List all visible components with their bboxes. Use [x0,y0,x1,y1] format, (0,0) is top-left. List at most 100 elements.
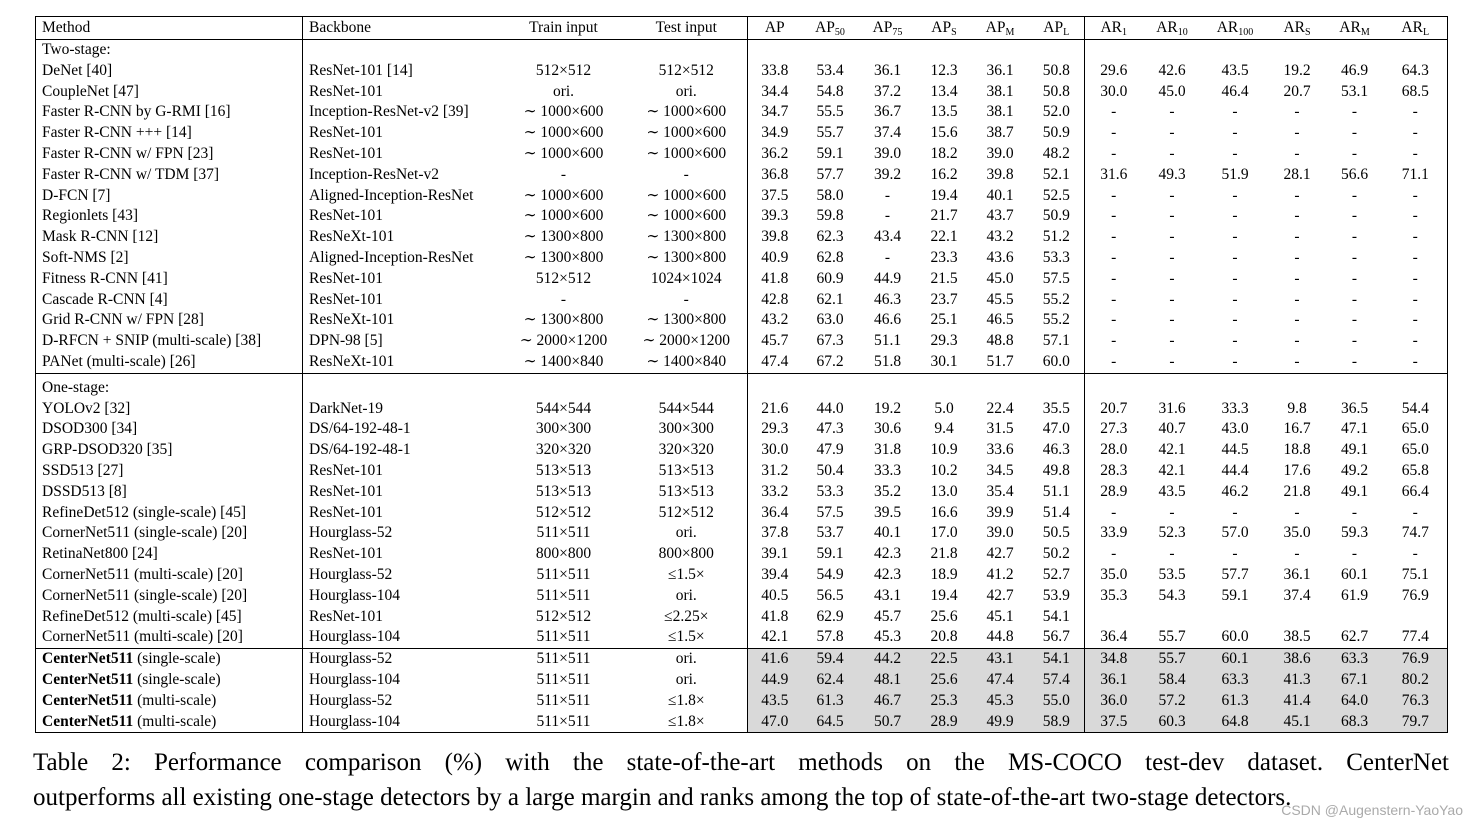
metric-cell: - [1232,332,1238,350]
metric-cell: 38.5 [1283,628,1311,646]
method-cell: CenterNet511 (multi-scale) [35,711,303,733]
metric-cell [1085,607,1143,628]
metric-cell: 31.6 [1158,399,1186,417]
metric-cell: 42.1 [1158,441,1186,459]
input-cell: 511×511 [536,670,591,688]
metric-cell: 39.8 [986,165,1014,183]
input-cell: - [625,164,748,186]
metric-cell: 51.7 [986,352,1014,370]
table-row: Mask R-CNN [12] ResNeXt-101 ∼ 1300×800 ∼ 13… [35,227,1448,248]
metric-cell: 67.3 [816,332,844,350]
metric-cell [1384,607,1448,628]
input-cell: ∼ 1400×840 [625,351,748,374]
metric-cell: 20.7 [1283,82,1311,100]
metric-cell: 38.1 [986,103,1014,121]
metric-cell: 20.8 [930,628,958,646]
input-cell: ∼ 1400×840 [523,352,604,370]
metric-cell: 38.6 [1268,648,1326,670]
metric-cell: 36.1 [873,61,902,79]
metric-cell: - [1169,503,1175,521]
metric-cell: 50.8 [1028,81,1085,103]
metric-cell: - [1412,186,1418,204]
backbone-cell: ResNeXt-101 [309,352,395,370]
metric-cell: 54.3 [1158,586,1186,604]
metric-cell [1269,607,1326,628]
metric-cell: 76.3 [1383,690,1448,712]
metric-cell: 18.9 [930,565,958,583]
metric-cell: 42.1 [1158,461,1186,479]
table-row: Faster R-CNN +++ [14] ResNet-101 ∼ 1000×60… [35,123,1448,144]
input-cell: - [560,165,567,183]
method-cell: CenterNet511 (single-scale) [35,669,303,691]
input-cell: 513×513 [625,481,748,503]
metric-cell: 39.8 [761,228,789,246]
metric-cell: - [1111,207,1117,225]
metric-cell: - [1232,503,1238,521]
backbone-cell: DS/64-192-48-1 [309,420,411,438]
input-cell: 513×513 [625,460,748,482]
metric-cell: 57.7 [816,165,844,183]
header-cell: APM [971,16,1029,40]
metric-cell: - [1169,144,1175,162]
backbone-cell: DarkNet-19 [309,399,384,417]
input-cell: 320×320 [535,441,592,459]
metric-cell [1143,607,1202,628]
metric-cell: 37.4 [873,124,902,142]
table-row: Regionlets [43] ResNet-101 ∼ 1000×600 ∼ 100… [35,206,1448,228]
input-cell: ori. [625,523,748,545]
table-row: RefineDet512 (multi-scale) [45] ResNet-10… [35,606,1448,628]
metric-cell: - [1351,503,1358,521]
metric-cell: 9.8 [1287,399,1307,417]
metric-cell: - [1169,248,1175,266]
metric-cell: 36.2 [761,144,789,162]
method-cell: RetinaNet800 [24] [35,544,303,565]
metric-cell: 59.1 [816,545,844,563]
backbone-cell: ResNet-101 [309,461,384,479]
metric-cell: 43.2 [986,228,1014,246]
metric-cell: 51.4 [1028,502,1085,524]
input-cell: 511×511 [536,691,591,709]
section-title: One-stage: [35,377,303,399]
metric-cell: 49.9 [971,711,1029,733]
table-row: SSD513 [27] ResNet-101 513×513 513×513 31.2 5… [35,460,1448,482]
metric-cell: 53.3 [1028,247,1085,269]
metric-cell: 59.4 [801,648,859,670]
metric-cell: - [1294,269,1300,287]
metric-cell: - [1294,144,1300,162]
metric-cell: - [1351,124,1358,142]
metric-cell: - [1412,124,1418,142]
metric-cell: - [1111,311,1117,329]
metric-cell: 36.4 [761,503,789,521]
metric-cell: 42.7 [986,586,1014,604]
input-cell: 513×513 [535,461,592,479]
metric-cell: 9.4 [934,420,954,438]
input-cell: 1024×1024 [625,268,748,290]
metric-cell: - [1232,144,1238,162]
input-cell: ∼ 1000×600 [523,186,604,204]
table-row: CenterNet511 (single-scale) Hourglass-104… [35,669,1448,691]
input-cell: ori. [625,81,748,103]
metric-cell: 44.9 [747,669,802,691]
method-cell: Faster R-CNN +++ [14] [35,123,303,144]
metric-cell: - [1169,228,1175,246]
metric-cell: 28.9 [916,711,972,733]
metric-cell: - [1111,352,1117,370]
metric-cell: 39.1 [761,545,789,563]
metric-cell: - [1111,545,1117,563]
metric-cell: 35.3 [1100,586,1128,604]
input-cell: ≤1.5× [625,564,748,586]
input-cell: 511×511 [501,648,626,670]
header-cell: Backbone [302,16,502,40]
metric-cell: 49.1 [1340,482,1369,500]
metric-cell: 41.6 [747,648,802,670]
backbone-cell: ResNeXt-101 [309,311,395,329]
metric-cell: - [1351,269,1358,287]
metric-cell: 59.3 [1340,524,1369,542]
metric-cell: 43.2 [761,311,789,329]
metric-cell: - [1294,311,1300,329]
table-row: Faster R-CNN w/ TDM [37] Inception-ResNet… [35,164,1448,186]
metric-cell: 45.0 [1158,82,1186,100]
input-cell: ori. [625,669,748,691]
backbone-cell: Hourglass-52 [309,691,393,709]
metric-cell: 37.2 [873,82,902,100]
